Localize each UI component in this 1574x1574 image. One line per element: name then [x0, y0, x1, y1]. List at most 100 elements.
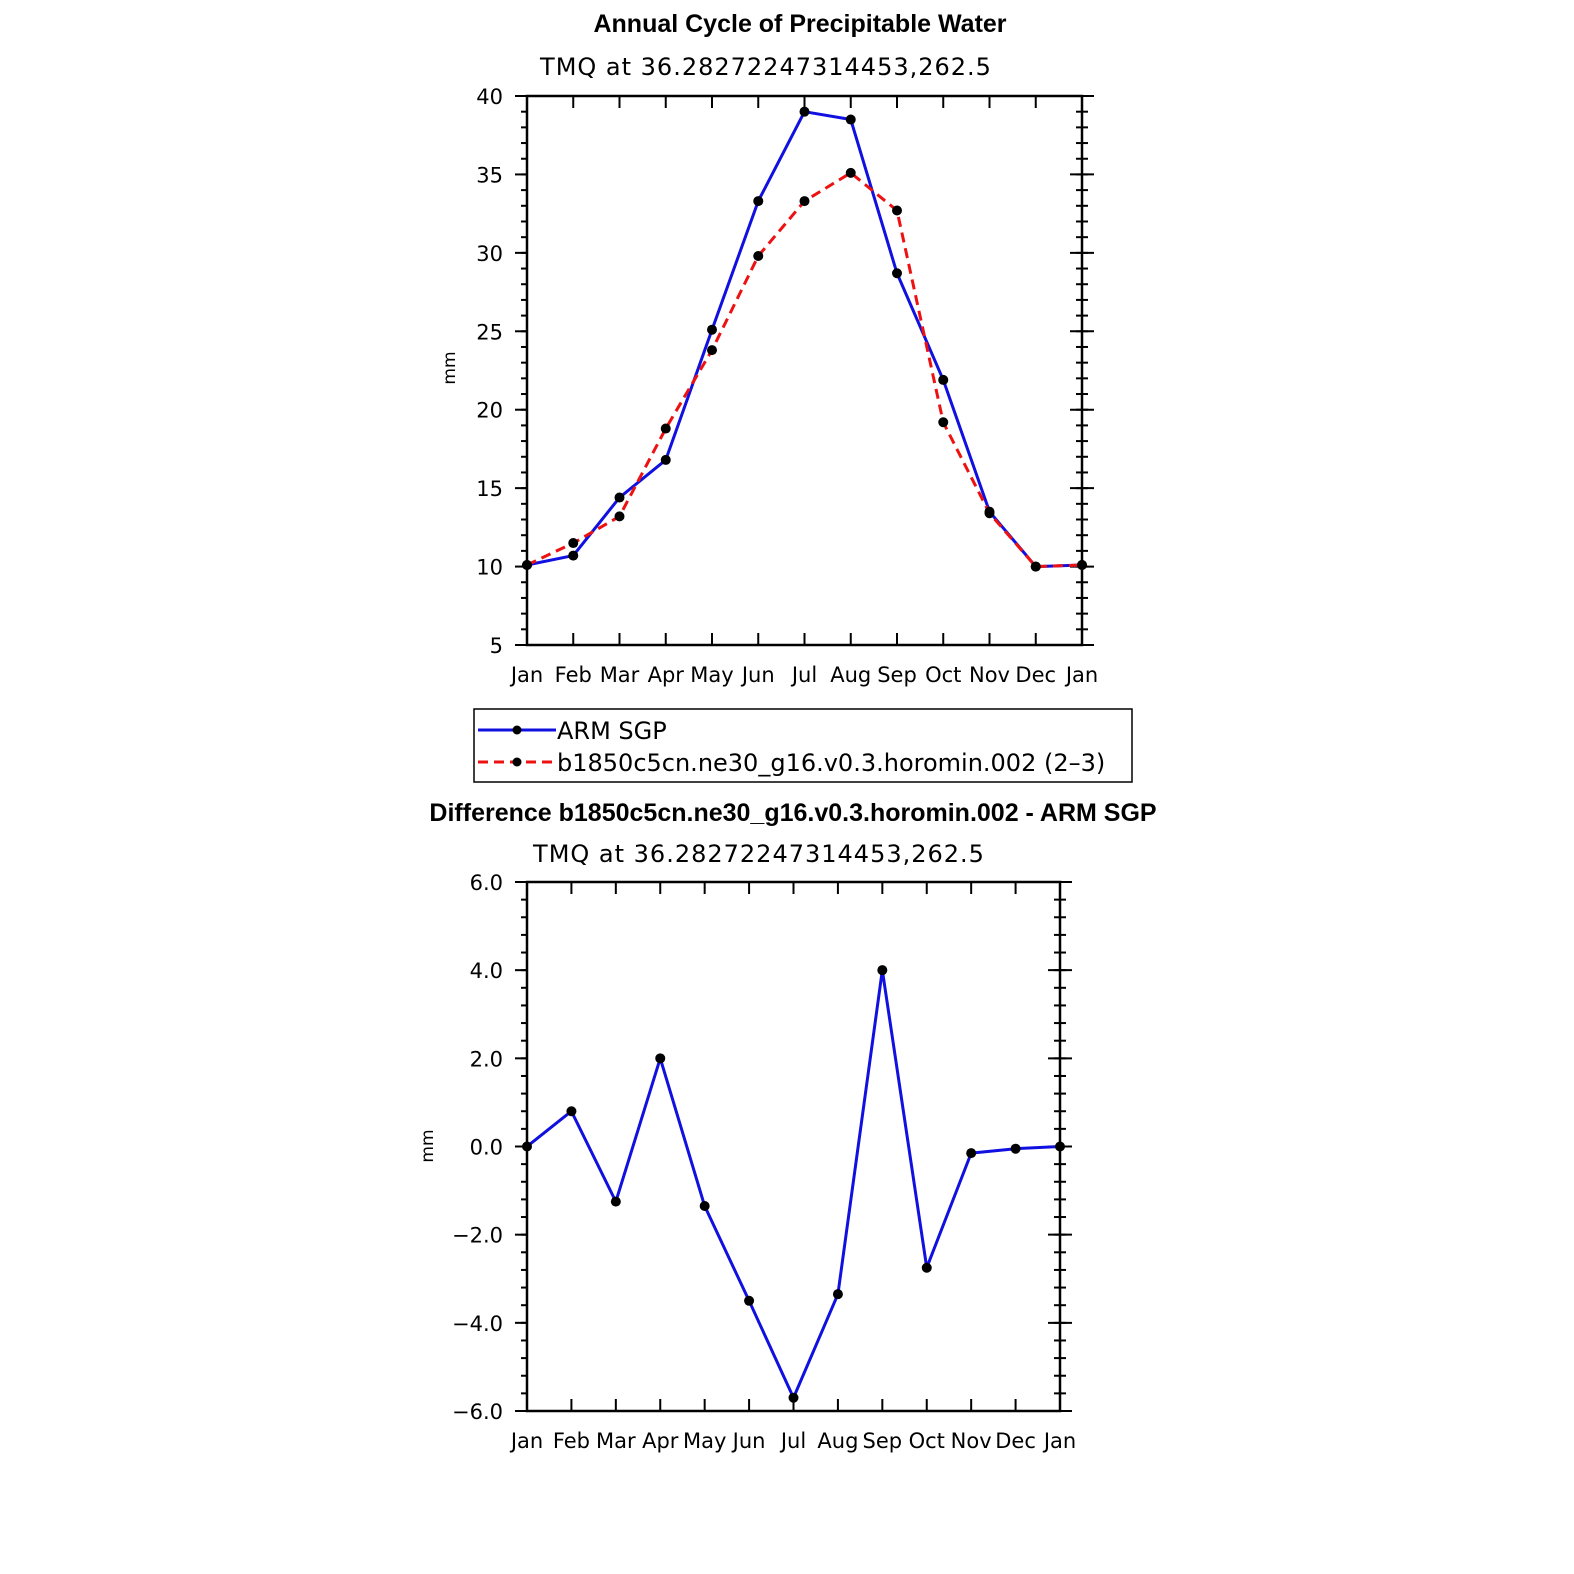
x-tick-label: Nov	[951, 1429, 992, 1453]
y-tick-label: 5	[490, 634, 503, 658]
legend-label-model: b1850c5cn.ne30_g16.v0.3.horomin.002 (2–3…	[557, 749, 1105, 777]
x-tick-label: Nov	[969, 663, 1010, 687]
x-tick-label: Apr	[648, 663, 685, 687]
y-tick-label: 25	[476, 320, 503, 344]
data-point-series-0	[892, 268, 902, 279]
x-tick-label: Dec	[995, 1429, 1036, 1453]
precipitable-water-chart: Annual Cycle of Precipitable Water TMQ a…	[440, 10, 1098, 687]
data-point-series-1	[1030, 561, 1041, 572]
legend-marker-arm-sgp	[512, 725, 522, 735]
data-point-series-1	[892, 205, 902, 216]
data-point-series-0	[707, 324, 717, 335]
chart1-y-axis-label: mm	[440, 351, 460, 384]
chart1-series	[526, 110, 1083, 569]
data-point-series-1	[938, 417, 949, 428]
data-point-series-0	[1010, 1143, 1021, 1154]
chart2-title: Difference b1850c5cn.ne30_g16.v0.3.horom…	[429, 799, 1156, 827]
data-point-series-0	[699, 1201, 710, 1212]
x-tick-label: Oct	[909, 1429, 945, 1453]
data-point-series-0	[566, 1106, 577, 1117]
x-tick-label: Sep	[877, 663, 917, 687]
data-point-series-0	[799, 106, 810, 117]
y-tick-label: 35	[476, 163, 503, 187]
y-tick-label: 0.0	[470, 1136, 503, 1160]
y-tick-label: 20	[476, 399, 503, 423]
x-tick-label: May	[690, 663, 733, 687]
x-tick-label: Mar	[600, 663, 640, 687]
x-tick-label: Oct	[925, 663, 961, 687]
y-tick-label: 15	[476, 477, 503, 501]
x-tick-label: Jun	[740, 663, 775, 687]
data-point-series-1	[799, 196, 810, 207]
chart1-title: Annual Cycle of Precipitable Water	[593, 10, 1006, 38]
y-tick-label: 4.0	[470, 959, 503, 983]
x-tick-label: Jan	[509, 1429, 543, 1453]
data-point-series-1	[568, 538, 579, 549]
x-tick-label: Jan	[1042, 1429, 1076, 1453]
x-tick-label: Feb	[555, 663, 592, 687]
chart1-x-tick-labels: Jan Feb Mar Apr May Jun Jul Aug Sep Oct Nov Dec Jan	[509, 663, 1098, 687]
x-tick-label: Aug	[817, 1429, 858, 1453]
data-point-series-1	[753, 250, 764, 261]
chart1-ticks	[515, 95, 1094, 646]
x-tick-label: Dec	[1015, 663, 1056, 687]
data-point-series-1	[707, 345, 717, 356]
chart2-ticks	[515, 881, 1072, 1412]
y-tick-label: 6.0	[470, 871, 503, 895]
x-tick-label: Aug	[830, 663, 871, 687]
legend-marker-model	[512, 757, 522, 767]
x-tick-label: Jan	[509, 663, 543, 687]
chart2-subtitle: TMQ at 36.28272247314453,262.5	[532, 840, 985, 868]
data-point-series-0	[788, 1392, 799, 1403]
x-tick-label: Jun	[731, 1429, 766, 1453]
x-tick-label: Jan	[1064, 663, 1098, 687]
x-tick-label: Jul	[790, 663, 817, 687]
difference-chart: Difference b1850c5cn.ne30_g16.v0.3.horom…	[418, 799, 1157, 1453]
data-point-series-0	[753, 196, 764, 207]
data-point-series-0	[877, 965, 888, 976]
data-point-series-0	[660, 454, 671, 465]
chart2-plot-frame	[525, 880, 1062, 1413]
data-point-series-0	[832, 1289, 843, 1300]
x-tick-label: Mar	[596, 1429, 636, 1453]
chart2-series	[526, 968, 1061, 1400]
y-tick-label: 2.0	[470, 1047, 503, 1071]
chart2-x-tick-labels: Jan Feb Mar Apr May Jun Jul Aug Sep Oct Nov Dec Jan	[509, 1429, 1076, 1453]
chart2-points	[522, 965, 1065, 1403]
legend-label-arm-sgp: ARM SGP	[557, 717, 667, 745]
legend: ARM SGP b1850c5cn.ne30_g16.v0.3.horomin.…	[473, 708, 1133, 783]
data-point-series-0	[845, 114, 856, 125]
y-tick-label: −4.0	[452, 1312, 503, 1336]
y-tick-label: 30	[476, 242, 503, 266]
x-tick-label: Feb	[553, 1429, 590, 1453]
chart1-plot-frame	[525, 94, 1084, 647]
data-point-series-1	[845, 167, 856, 178]
data-point-series-0	[614, 492, 625, 503]
legend-entry-model: b1850c5cn.ne30_g16.v0.3.horomin.002 (2–3…	[478, 749, 1105, 777]
data-point-series-1	[660, 423, 671, 434]
data-point-series-1	[984, 508, 995, 519]
data-point-series-0	[966, 1148, 977, 1159]
chart1-subtitle: TMQ at 36.28272247314453,262.5	[539, 53, 992, 81]
chart1-points	[522, 106, 1087, 572]
data-point-series-0	[938, 374, 949, 385]
data-point-series-0	[655, 1053, 666, 1064]
x-tick-label: Jul	[779, 1429, 806, 1453]
legend-entry-arm-sgp: ARM SGP	[478, 717, 667, 745]
data-point-series-0	[921, 1262, 932, 1273]
legend-box	[473, 708, 1133, 783]
x-tick-label: May	[683, 1429, 726, 1453]
x-tick-label: Sep	[863, 1429, 903, 1453]
y-tick-label: 40	[476, 85, 503, 109]
data-point-series-0	[568, 550, 579, 561]
y-tick-label: 10	[476, 556, 503, 580]
data-point-series-0	[744, 1295, 755, 1306]
y-tick-label: −6.0	[452, 1400, 503, 1424]
data-point-series-1	[614, 511, 625, 522]
chart2-y-axis-label: mm	[418, 1129, 438, 1162]
y-tick-label: −2.0	[452, 1224, 503, 1248]
series-line-0	[526, 968, 1061, 1400]
x-tick-label: Apr	[642, 1429, 679, 1453]
data-point-series-0	[610, 1196, 621, 1207]
